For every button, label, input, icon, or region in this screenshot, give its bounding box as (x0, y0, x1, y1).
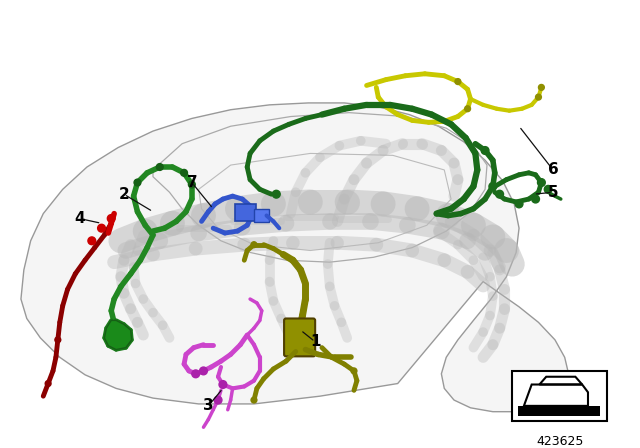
Circle shape (465, 106, 470, 112)
Bar (234, 204, 256, 221)
Circle shape (45, 381, 51, 387)
Text: 7: 7 (186, 175, 197, 190)
Circle shape (455, 79, 461, 85)
Text: 423625: 423625 (536, 435, 584, 448)
Polygon shape (104, 320, 132, 349)
Circle shape (351, 368, 357, 374)
Bar (512, 371, 607, 422)
Circle shape (538, 179, 545, 186)
Text: 5: 5 (548, 185, 558, 200)
Circle shape (544, 185, 552, 193)
Polygon shape (21, 103, 568, 412)
Circle shape (214, 396, 222, 404)
Circle shape (273, 190, 280, 198)
Circle shape (489, 182, 497, 190)
Circle shape (98, 224, 106, 232)
Circle shape (536, 94, 541, 100)
Circle shape (55, 337, 61, 343)
Circle shape (192, 370, 200, 378)
Circle shape (134, 179, 141, 186)
Circle shape (180, 169, 188, 176)
Bar (518, 406, 600, 416)
Circle shape (88, 237, 96, 245)
Circle shape (219, 381, 227, 388)
Circle shape (538, 85, 544, 90)
Text: 2: 2 (118, 187, 129, 202)
Circle shape (251, 397, 257, 403)
Text: 6: 6 (548, 163, 559, 177)
Circle shape (515, 200, 523, 208)
Circle shape (188, 181, 195, 188)
Text: 3: 3 (203, 398, 214, 414)
FancyBboxPatch shape (284, 319, 315, 356)
Text: 4: 4 (74, 211, 84, 226)
Circle shape (156, 164, 163, 170)
Text: 1: 1 (310, 334, 321, 349)
Circle shape (532, 195, 540, 203)
Bar (254, 209, 269, 222)
Circle shape (481, 146, 489, 155)
Circle shape (496, 190, 504, 198)
Circle shape (251, 242, 257, 248)
Circle shape (200, 367, 207, 375)
Circle shape (108, 215, 115, 222)
